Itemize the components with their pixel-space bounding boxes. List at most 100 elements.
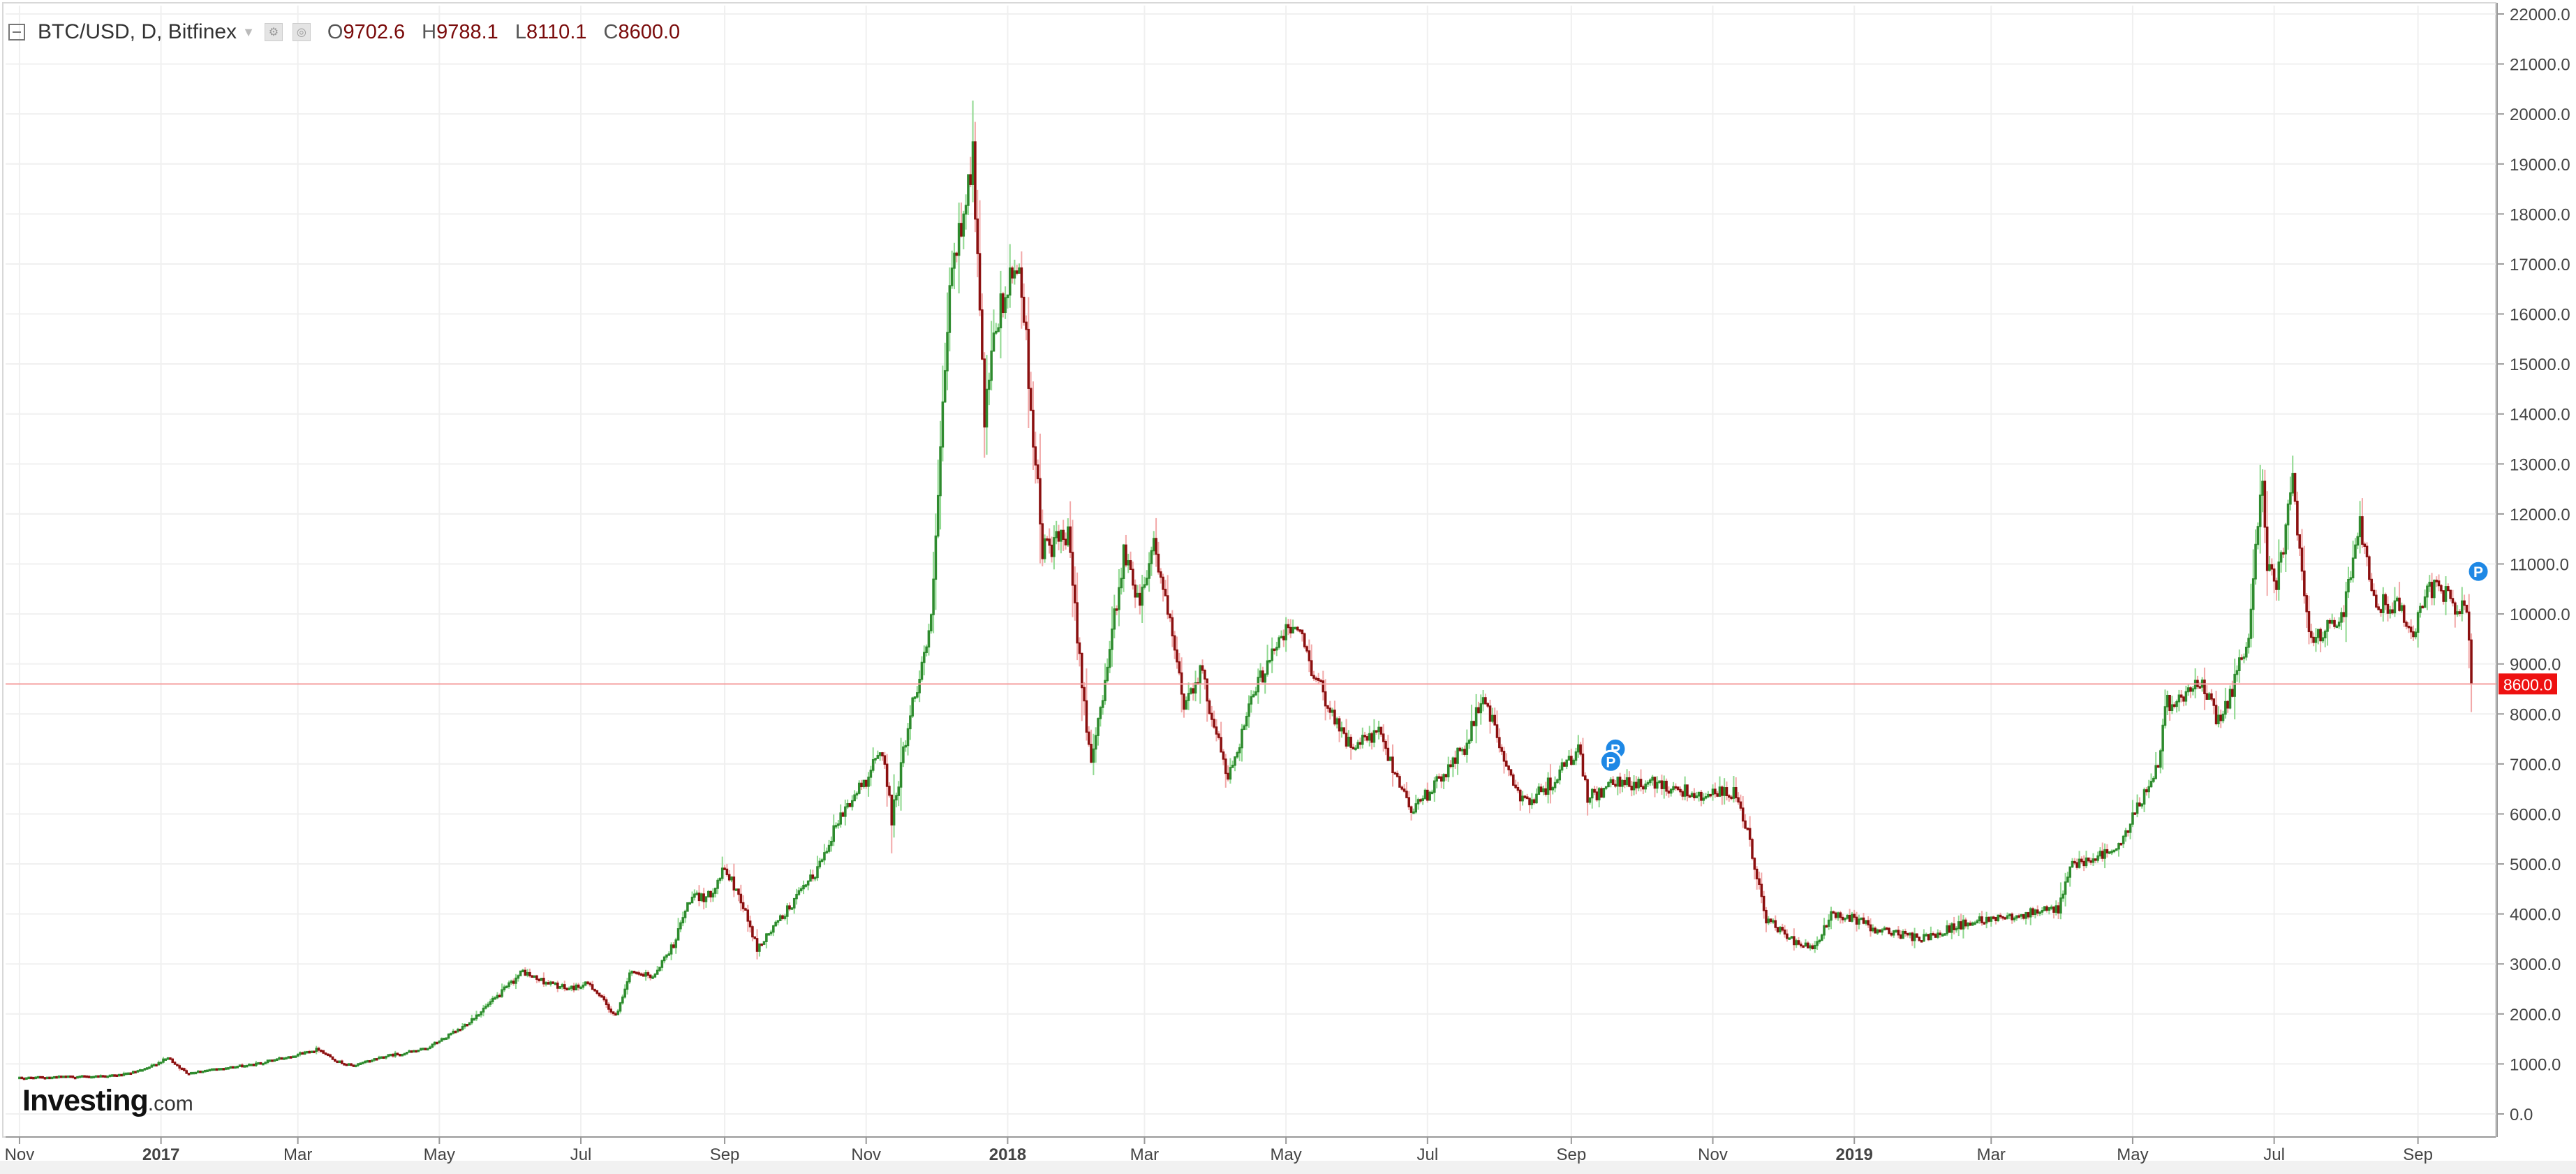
candle-body (1152, 538, 1155, 552)
candle-body (549, 981, 552, 985)
candle-body (361, 1062, 364, 1064)
y-tick-label: 6000.0 (2510, 805, 2561, 824)
y-tick-label: 1000.0 (2510, 1055, 2561, 1074)
candle-body (496, 995, 499, 999)
settings-icon[interactable]: ⚙ (264, 23, 283, 41)
candle-body (141, 1069, 144, 1072)
candle-body (1008, 267, 1012, 296)
candle-body (774, 921, 777, 927)
candle-body (2055, 905, 2058, 913)
candle-body (888, 786, 891, 796)
candle-body (62, 1076, 65, 1078)
candle-body (1844, 918, 1846, 920)
candle-body (531, 975, 534, 978)
candle-body (2008, 913, 2011, 917)
candle-body (2191, 688, 2195, 692)
candle-body (1463, 749, 1466, 755)
candle-body (753, 936, 757, 939)
candle-body (1839, 912, 1842, 918)
candle-body (2258, 494, 2262, 527)
candle-body (1604, 786, 1608, 789)
candle-body (990, 350, 993, 381)
candle-body (134, 1071, 137, 1073)
candle-body (1419, 799, 1422, 802)
candle-body (2330, 619, 2334, 624)
candle-body (303, 1051, 306, 1055)
candle-body (799, 888, 803, 892)
candle-body (289, 1056, 293, 1059)
ohlc-open: O9702.6 (327, 20, 406, 43)
candle-body (526, 971, 529, 976)
candle-body (18, 1076, 21, 1080)
candle-body (723, 867, 726, 870)
candle-body (2179, 694, 2183, 698)
candle-body (662, 956, 666, 962)
collapse-icon[interactable] (8, 24, 25, 41)
candle-body (459, 1029, 462, 1032)
candle-body (1776, 927, 1779, 932)
candle-body (2103, 849, 2106, 859)
candle-body (1674, 786, 1678, 789)
candle-body (788, 905, 791, 910)
candle-body (262, 1062, 265, 1066)
x-tick-label: Sep (1556, 1145, 1586, 1164)
candle-body (2110, 851, 2113, 853)
candle-body (1356, 742, 1359, 749)
candle-body (185, 1070, 188, 1074)
candle-body (1375, 730, 1378, 733)
candle-body (257, 1062, 260, 1065)
candle-body (911, 697, 914, 717)
candle-body (2314, 637, 2318, 643)
chevron-down-icon[interactable]: ▼ (242, 24, 255, 39)
candle-body (1855, 916, 1858, 925)
candle-body (674, 939, 678, 948)
candle-body (1396, 772, 1399, 777)
candle-body (1667, 790, 1671, 794)
candle-body (725, 868, 729, 876)
candle-body (1243, 725, 1246, 731)
candle-body (306, 1050, 309, 1054)
candle-body (64, 1076, 68, 1078)
candle-body (1577, 744, 1580, 753)
y-tick-label: 12000.0 (2510, 506, 2570, 524)
candle-body (162, 1058, 165, 1063)
candle-body (224, 1067, 228, 1070)
candle-body (1027, 328, 1030, 389)
candle-body (1611, 779, 1615, 785)
candle-body (2163, 706, 2167, 726)
candle-body (334, 1059, 336, 1062)
candle-body (653, 974, 657, 978)
y-tick-label: 13000.0 (2510, 455, 2570, 474)
candle-body (1127, 560, 1130, 566)
candle-body (1273, 648, 1276, 652)
candle-body (1250, 696, 1253, 705)
symbol-title[interactable]: BTC/USD, D, Bitfinex (38, 20, 237, 43)
y-tick-label: 19000.0 (2510, 156, 2570, 175)
candle-body (2447, 586, 2450, 592)
candle-body (1544, 788, 1548, 795)
candle-body (667, 953, 671, 956)
candle-body (1574, 751, 1578, 761)
candle-body (936, 494, 940, 537)
y-tick-label: 17000.0 (2510, 256, 2570, 274)
candle-body (1521, 795, 1524, 802)
candle-body (681, 917, 685, 924)
candle-body (2013, 917, 2016, 920)
candle-body (1525, 796, 1529, 799)
candle-body (1964, 919, 1967, 927)
candle-body (579, 986, 582, 990)
hide-icon[interactable]: ◎ (292, 23, 311, 41)
candle-body (556, 982, 559, 989)
candle-body (433, 1041, 436, 1045)
candle-body (1458, 747, 1462, 751)
candle-body (1732, 787, 1735, 799)
candle-body (1178, 661, 1181, 674)
candle-body (2328, 619, 2332, 624)
candle-body (1600, 788, 1603, 798)
candle-body (572, 985, 575, 991)
candle-body (159, 1062, 163, 1064)
candle-body (2470, 639, 2473, 685)
candle-body (108, 1074, 112, 1078)
